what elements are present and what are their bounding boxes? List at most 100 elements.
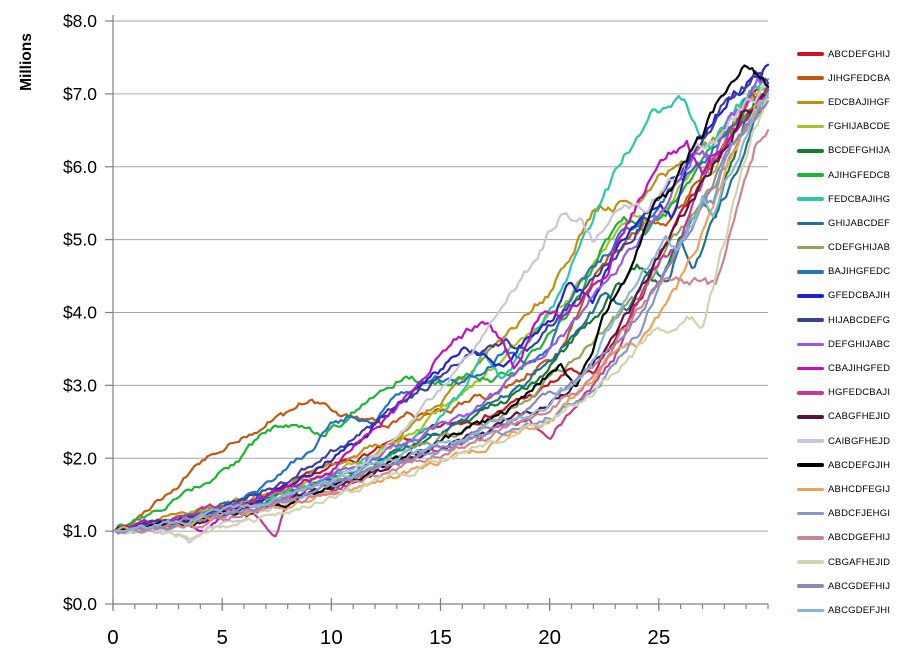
- series-line-BCDEFGHIJA: [111, 81, 770, 533]
- x-tick-label: 0: [107, 626, 118, 649]
- legend-label: ABHCDFEGIJ: [828, 483, 891, 495]
- series-line-CBGAFHEJID: [111, 92, 770, 541]
- legend-item-ABDCFJEHGI[interactable]: ABDCFJEHGI: [797, 502, 907, 526]
- legend-swatch: [797, 390, 824, 395]
- y-tick-label: $4.0: [63, 303, 97, 323]
- legend-swatch: [797, 173, 824, 177]
- legend-item-ABCGDEFJHI[interactable]: ABCGDEFJHI: [797, 598, 907, 622]
- legend-item-CABGFHEJID[interactable]: CABGFHEJID: [797, 405, 907, 429]
- series-line-JIHGFEDCBA: [111, 88, 770, 533]
- series-line-ABCGDEFHIJ: [111, 100, 770, 535]
- legend-label: ABCGDEFJHI: [828, 604, 891, 616]
- legend-swatch: [797, 584, 824, 589]
- legend-swatch: [797, 415, 824, 419]
- legend-item-AJIHGFEDCB[interactable]: AJIHGFEDCB: [797, 163, 907, 187]
- legend-label: GFEDCBAJIH: [828, 290, 891, 302]
- legend-swatch: [797, 318, 824, 322]
- y-tick-label: $1.0: [63, 521, 97, 541]
- legend-swatch: [797, 366, 824, 371]
- legend-label: HIJABCDEFG: [828, 314, 891, 326]
- legend-item-EDCBAJIHGF[interactable]: EDCBAJIHGF: [797, 90, 907, 114]
- legend-swatch: [797, 269, 824, 274]
- legend-item-ABCDEFGJIH[interactable]: ABCDEFGJIH: [797, 453, 907, 477]
- legend-item-HIJABCDEFG[interactable]: HIJABCDEFG: [797, 308, 907, 332]
- legend-label: ABDCFJEHGI: [828, 508, 891, 520]
- series-line-ABCGDEFJHI: [111, 92, 770, 533]
- series-line-HGFEDCBAJI: [111, 89, 770, 538]
- y-tick-label: $7.0: [63, 84, 97, 104]
- legend-item-GHIJABCDEF[interactable]: GHIJABCDEF: [797, 211, 907, 235]
- legend-label: ABCGDEFHIJ: [828, 580, 891, 592]
- legend-label: HGFEDCBAJI: [828, 387, 891, 399]
- legend-swatch: [797, 197, 824, 202]
- y-tick-label: $5.0: [63, 230, 97, 250]
- y-tick-labels: $0.0 $1.0 $2.0 $3.0 $4.0 $5.0 $6.0 $7.0 $8.0: [63, 11, 97, 614]
- legend-label: CBGAFHEJID: [828, 556, 891, 568]
- legend-item-ABHCDFEGIJ[interactable]: ABHCDFEGIJ: [797, 477, 907, 501]
- series-line-CBAJIHGFED: [111, 85, 770, 533]
- legend-item-CBAJIHGFED[interactable]: CBAJIHGFED: [797, 356, 907, 380]
- legend-label: ABCDEFGJIH: [828, 459, 891, 471]
- legend-swatch: [797, 463, 824, 468]
- x-tick-label: 25: [647, 626, 670, 649]
- legend-label: FGHIJABCDE: [828, 121, 891, 133]
- y-tick-label: $2.0: [63, 448, 97, 468]
- legend-item-CDEFGHIJAB[interactable]: CDEFGHIJAB: [797, 236, 907, 260]
- legend-item-ABCDGEFHIJ[interactable]: ABCDGEFHIJ: [797, 526, 907, 550]
- x-tick-label: 10: [320, 626, 343, 649]
- legend-label: AJIHGFEDCB: [828, 169, 891, 181]
- x-tick-label: 20: [538, 626, 561, 649]
- legend-item-ABCDEFGHIJ[interactable]: ABCDEFGHIJ: [797, 42, 907, 66]
- legend-label: CAIBGFHEJD: [828, 435, 891, 447]
- legend-swatch: [797, 536, 824, 540]
- legend-swatch: [797, 100, 824, 105]
- legend-label: DEFGHIJABC: [828, 338, 891, 350]
- y-tick-label: $6.0: [63, 157, 97, 177]
- legend-label: CABGFHEJID: [828, 411, 891, 423]
- series-line-CDEFGHIJAB: [111, 96, 770, 534]
- legend-swatch: [797, 487, 824, 492]
- legend-label: CBAJIHGFED: [828, 363, 891, 375]
- legend-label: GHIJABCDEF: [828, 217, 891, 229]
- legend-label: FEDCBAJIHG: [828, 193, 891, 205]
- series-line-ABCDGEFHIJ: [111, 129, 770, 535]
- series-lines: [111, 63, 770, 544]
- legend-swatch: [797, 560, 824, 564]
- legend-label: CDEFGHIJAB: [828, 242, 891, 254]
- series-line-HIJABCDEFG: [111, 69, 770, 534]
- legend-swatch: [797, 511, 824, 516]
- legend-item-JIHGFEDCBA[interactable]: JIHGFEDCBA: [797, 66, 907, 90]
- x-tick-label: 15: [429, 626, 452, 649]
- legend-label: JIHGFEDCBA: [828, 72, 891, 84]
- legend-swatch: [797, 608, 824, 613]
- y-tick-label: $8.0: [63, 11, 97, 31]
- legend-item-GFEDCBAJIH[interactable]: GFEDCBAJIH: [797, 284, 907, 308]
- legend-swatch: [797, 342, 824, 347]
- axes: [105, 15, 769, 611]
- legend-item-DEFGHIJABC[interactable]: DEFGHIJABC: [797, 332, 907, 356]
- legend-swatch: [797, 124, 824, 129]
- legend-item-FGHIJABCDE[interactable]: FGHIJABCDE: [797, 115, 907, 139]
- legend-item-CBGAFHEJID[interactable]: CBGAFHEJID: [797, 550, 907, 574]
- legend-swatch: [797, 221, 824, 226]
- legend-item-HGFEDCBAJI[interactable]: HGFEDCBAJI: [797, 381, 907, 405]
- legend-swatch: [797, 149, 824, 153]
- y-axis-title: Millions: [18, 33, 35, 91]
- legend-swatch: [797, 76, 824, 81]
- legend-label: BCDEFGHIJA: [828, 145, 891, 157]
- series-line-ABCDEFGHIJ: [111, 87, 770, 533]
- series-line-AJIHGFEDCB: [111, 85, 770, 533]
- legend-item-BCDEFGHIJA[interactable]: BCDEFGHIJA: [797, 139, 907, 163]
- legend-item-CAIBGFHEJD[interactable]: CAIBGFHEJD: [797, 429, 907, 453]
- legend-item-FEDCBAJIHG[interactable]: FEDCBAJIHG: [797, 187, 907, 211]
- series-line-BAJIHGFEDC: [111, 89, 770, 535]
- legend-item-BAJIHGFEDC[interactable]: BAJIHGFEDC: [797, 260, 907, 284]
- legend-swatch: [797, 245, 824, 250]
- legend-item-ABCGDEFHIJ[interactable]: ABCGDEFHIJ: [797, 574, 907, 598]
- legend-label: ABCDGEFHIJ: [828, 532, 891, 544]
- legend-label: ABCDEFGHIJ: [828, 48, 891, 60]
- x-tick-labels: 0 5 10 15 20 25: [107, 626, 670, 649]
- series-line-ABHCDFEGIJ: [111, 92, 770, 533]
